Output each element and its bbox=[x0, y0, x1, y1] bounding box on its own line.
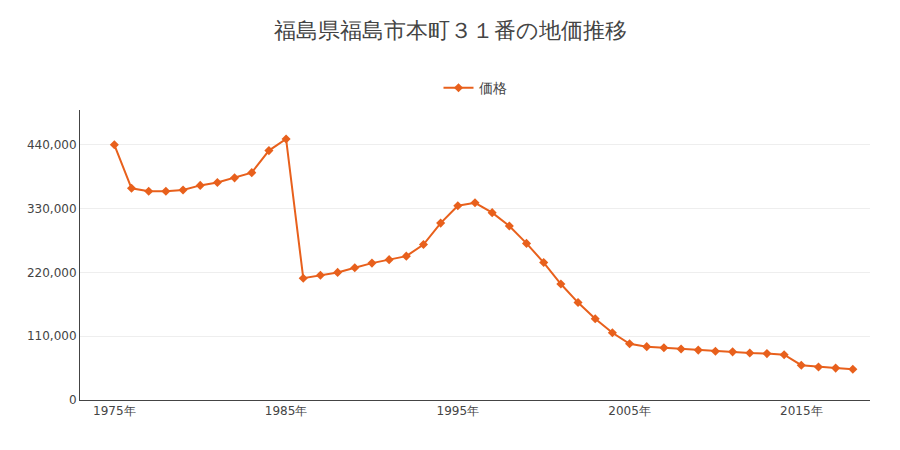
svg-text:1975年: 1975年 bbox=[93, 404, 136, 418]
svg-text:220,000: 220,000 bbox=[27, 266, 77, 280]
svg-text:福島県福島市本町３１番の地価推移: 福島県福島市本町３１番の地価推移 bbox=[274, 18, 627, 43]
svg-text:1985年: 1985年 bbox=[265, 404, 308, 418]
svg-text:0: 0 bbox=[69, 393, 77, 407]
svg-text:価格: 価格 bbox=[479, 80, 507, 96]
svg-text:330,000: 330,000 bbox=[27, 202, 77, 216]
svg-text:2005年: 2005年 bbox=[608, 404, 651, 418]
svg-text:440,000: 440,000 bbox=[27, 138, 77, 152]
svg-text:110,000: 110,000 bbox=[27, 329, 77, 343]
svg-text:1995年: 1995年 bbox=[437, 404, 480, 418]
svg-text:2015年: 2015年 bbox=[780, 404, 823, 418]
